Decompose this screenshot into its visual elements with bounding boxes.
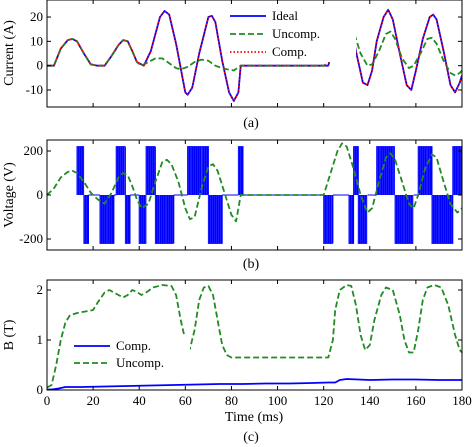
panel-a-ylabel: Current (A) bbox=[2, 20, 17, 86]
panel-b-ylabel: Voltage (V) bbox=[2, 162, 17, 228]
panel-b-ytick-label: -200 bbox=[19, 231, 43, 246]
panel-a-ytick-label: 20 bbox=[30, 9, 43, 24]
panel-c-xtick-label: 120 bbox=[314, 393, 334, 408]
panel-c-frame bbox=[46, 279, 463, 391]
panel-c-xtick-label: 80 bbox=[225, 393, 238, 408]
legend-label: Uncomp. bbox=[116, 355, 164, 370]
legend-label: Comp. bbox=[116, 338, 151, 353]
panel-a-ytick-label: -10 bbox=[26, 82, 43, 97]
panel-c-caption: (c) bbox=[243, 430, 259, 445]
panel-b-ytick-label: 200 bbox=[24, 143, 44, 158]
panel-c-series-uncomp bbox=[47, 284, 462, 389]
panel-c-ytick-label: 0 bbox=[37, 382, 44, 397]
panel-a-ytick-label: 0 bbox=[37, 58, 44, 73]
panel-b: -200 0 200 Voltage (V) (b) bbox=[2, 139, 463, 272]
legend-label: Comp. bbox=[272, 44, 307, 59]
panel-c-series-comp bbox=[47, 378, 462, 390]
panel-b-caption: (b) bbox=[243, 257, 260, 272]
panel-c-ytick-label: 1 bbox=[37, 332, 44, 347]
panel-c-ytick-label: 2 bbox=[37, 282, 44, 297]
panel-b-ticks: -200 0 200 bbox=[19, 140, 463, 250]
panel-a-series-comp bbox=[47, 4, 462, 102]
panel-c-legend: Comp. Uncomp. bbox=[70, 334, 190, 372]
panel-c-xtick-label: 100 bbox=[268, 393, 288, 408]
panel-c-xtick-label: 140 bbox=[360, 393, 380, 408]
panel-a-legend: Ideal Uncomp. Comp. bbox=[226, 4, 356, 62]
panel-c-xtick-label: 40 bbox=[133, 393, 146, 408]
panel-c-xtick-label: 180 bbox=[452, 393, 472, 408]
panel-c-xtick-label: 160 bbox=[406, 393, 426, 408]
panel-c-xtick-label: 20 bbox=[87, 393, 100, 408]
panel-c-xtick-label: 60 bbox=[179, 393, 192, 408]
panel-a: -10 0 10 20 Current (A) Ideal Uncomp. Comp. (… bbox=[2, 0, 463, 131]
panel-c-ylabel: B (T) bbox=[2, 319, 17, 350]
panel-a-ticks: -10 0 10 20 bbox=[26, 0, 463, 107]
panel-c-legend-box bbox=[70, 334, 190, 372]
panel-c-xlabel: Time (ms) bbox=[225, 410, 284, 425]
panel-a-frame bbox=[46, 0, 463, 108]
legend-label: Uncomp. bbox=[272, 26, 320, 41]
panel-b-ytick-label: 0 bbox=[37, 187, 44, 202]
panel-b-series-pwm bbox=[76, 146, 462, 244]
panel-c-xtick-label: 0 bbox=[44, 393, 51, 408]
panel-a-ytick-label: 10 bbox=[30, 33, 43, 48]
panel-c-marks bbox=[47, 284, 462, 390]
panel-b-marks bbox=[47, 142, 462, 244]
legend-label: Ideal bbox=[272, 8, 298, 23]
panel-a-caption: (a) bbox=[243, 116, 259, 131]
panel-a-marks bbox=[47, 4, 462, 102]
